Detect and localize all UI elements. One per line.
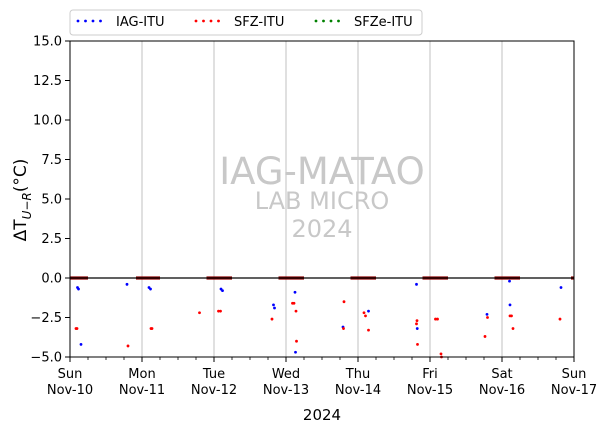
point-sfz-itu [511,327,515,330]
point-iag-itu [415,327,419,330]
y-tick-label: −2.5 [30,311,62,326]
legend-marker [314,19,318,23]
x-tick-label: Nov-17 [551,383,597,398]
point-sfz-itu [342,327,345,330]
x-tick-label: Nov-13 [263,383,309,398]
legend-box [69,9,423,36]
x-tick-label: Nov-16 [479,383,525,398]
legend-entry-iag-itu: IAG-ITU [116,15,165,30]
x-tick-label: Nov-15 [407,383,453,398]
point-iag-itu [508,279,511,283]
x-tick-day: Sun [562,367,587,382]
point-iag-itu [149,287,152,291]
point-sfz-itu [439,352,443,356]
point-sfz-itu [415,319,419,323]
point-sfz-itu [434,317,437,321]
point-sfz-itu [558,317,562,321]
point-sfz-itu [219,309,222,313]
plot-area [70,41,574,357]
x-tick-label: Nov-14 [335,383,381,398]
point-sfz-itu [416,342,419,346]
y-tick-label: 10.0 [33,114,62,129]
point-sfz-itu [75,327,79,330]
grid-lines [141,41,503,357]
point-iag-itu [293,290,297,294]
point-iag-itu [415,282,418,286]
y-tick-label: 0.0 [41,272,62,287]
x-axis-ticks: SunNov-10MonNov-11TueNov-12WedNov-13ThuN… [47,357,597,398]
point-sfz-itu [150,327,154,330]
legend-marker [91,19,95,23]
watermark-line-3: 2024 [291,215,352,243]
y-tick-label: 12.5 [33,74,62,89]
point-iag-itu [221,289,224,293]
point-sfz-itu [198,311,201,315]
legend-marker [194,19,198,23]
point-iag-itu [272,303,275,307]
legend-marker [202,19,205,23]
legend-marker [209,19,213,23]
x-tick-day: Sun [58,367,83,382]
x-tick-day: Thu [345,367,370,382]
legend: IAG-ITU SFZ-ITU SFZe-ITU [69,9,423,36]
point-sfz-itu [217,309,220,313]
x-tick-day: Mon [128,367,155,382]
legend-marker [99,19,102,23]
point-sfz-itu [342,300,346,304]
y-tick-label: 5.0 [41,193,62,208]
y-axis-label: ΔTU−R(°C) [11,159,34,242]
point-iag-itu [294,350,297,354]
point-sfz-itu [364,314,367,318]
y-axis-ticks: −5.0 −2.5 0.0 2.5 5.0 7.5 10.0 12.5 15.0 [30,35,70,366]
legend-marker [84,19,87,23]
legend-marker [337,19,340,23]
point-iag-itu [125,282,129,286]
y-tick-label: 15.0 [33,35,62,50]
point-sfz-itu [486,316,489,319]
legend-marker [217,19,220,23]
x-tick-label: Nov-10 [47,383,93,398]
x-tick-day: Fri [422,367,438,382]
point-iag-itu [559,286,563,289]
legend-entry-sfz-itu: SFZ-ITU [234,15,284,30]
x-tick-label: Nov-11 [119,383,165,398]
point-sfz-itu [294,309,298,313]
data-points [74,279,563,359]
x-tick-day: Wed [272,367,300,382]
point-iag-itu [508,303,512,307]
point-iag-itu [79,342,83,346]
legend-marker [329,19,333,23]
point-iag-itu [485,312,489,316]
point-iag-itu [273,306,276,310]
y-tick-label: −5.0 [30,351,62,366]
point-sfz-itu [126,344,130,348]
point-iag-itu [367,309,370,313]
point-sfz-itu [367,328,370,332]
x-tick-label: Nov-12 [191,383,237,398]
watermark: IAG-MATAO LAB MICRO 2024 [219,150,424,243]
point-sfz-itu [436,317,439,321]
point-iag-itu [77,287,80,291]
y-tick-label: 7.5 [41,153,62,168]
x-axis-label: 2024 [303,406,341,424]
x-tick-day: Sat [491,367,512,382]
point-sfz-itu [362,311,366,315]
watermark-line-2: LAB MICRO [255,187,390,215]
watermark-line-1: IAG-MATAO [219,150,424,193]
x-tick-day: Tue [202,367,225,382]
point-sfz-itu [510,314,513,318]
legend-marker [76,19,80,23]
point-sfz-itu [415,322,418,326]
legend-marker [322,19,325,23]
point-sfz-itu [295,339,298,343]
point-sfz-itu [292,301,296,305]
y-tick-label: 2.5 [41,232,62,247]
legend-entry-sfze-itu: SFZe-ITU [354,15,413,30]
point-sfz-itu [483,335,487,338]
point-sfz-itu [270,317,274,321]
